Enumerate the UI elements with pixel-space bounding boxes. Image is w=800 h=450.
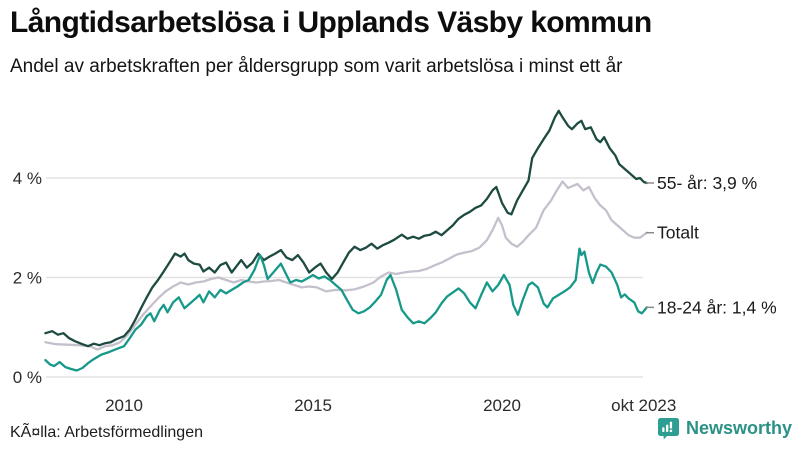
x-tick-label: 2010 [105,396,143,415]
series-line-18-24r [44,247,648,372]
y-tick-label: 4 % [13,169,42,188]
chart-subtitle: Andel av arbetskraften per åldersgrupp s… [10,56,623,77]
y-tick-label: 0 % [13,368,42,387]
x-tick-label: 2015 [294,396,332,415]
x-tick-label: okt 2023 [611,396,676,415]
series-end-label: Totalt [657,223,699,243]
y-tick-label: 2 % [13,269,42,288]
series-end-label: 55- år: 3,9 % [657,173,757,193]
x-tick-label: 2020 [483,396,521,415]
brand-logo: Newsworthy [657,417,792,440]
newsworthy-icon [657,417,680,440]
series-end-label: 18-24 år: 1,4 % [657,297,777,317]
chart-title: Långtidsarbetslösa i Upplands Väsby komm… [10,6,652,39]
source-note: KÃ¤lla: Arbetsförmedlingen [10,424,203,441]
brand-name: Newsworthy [685,418,792,438]
series-line-55-r [44,109,648,348]
series-line-Totalt [44,180,648,351]
